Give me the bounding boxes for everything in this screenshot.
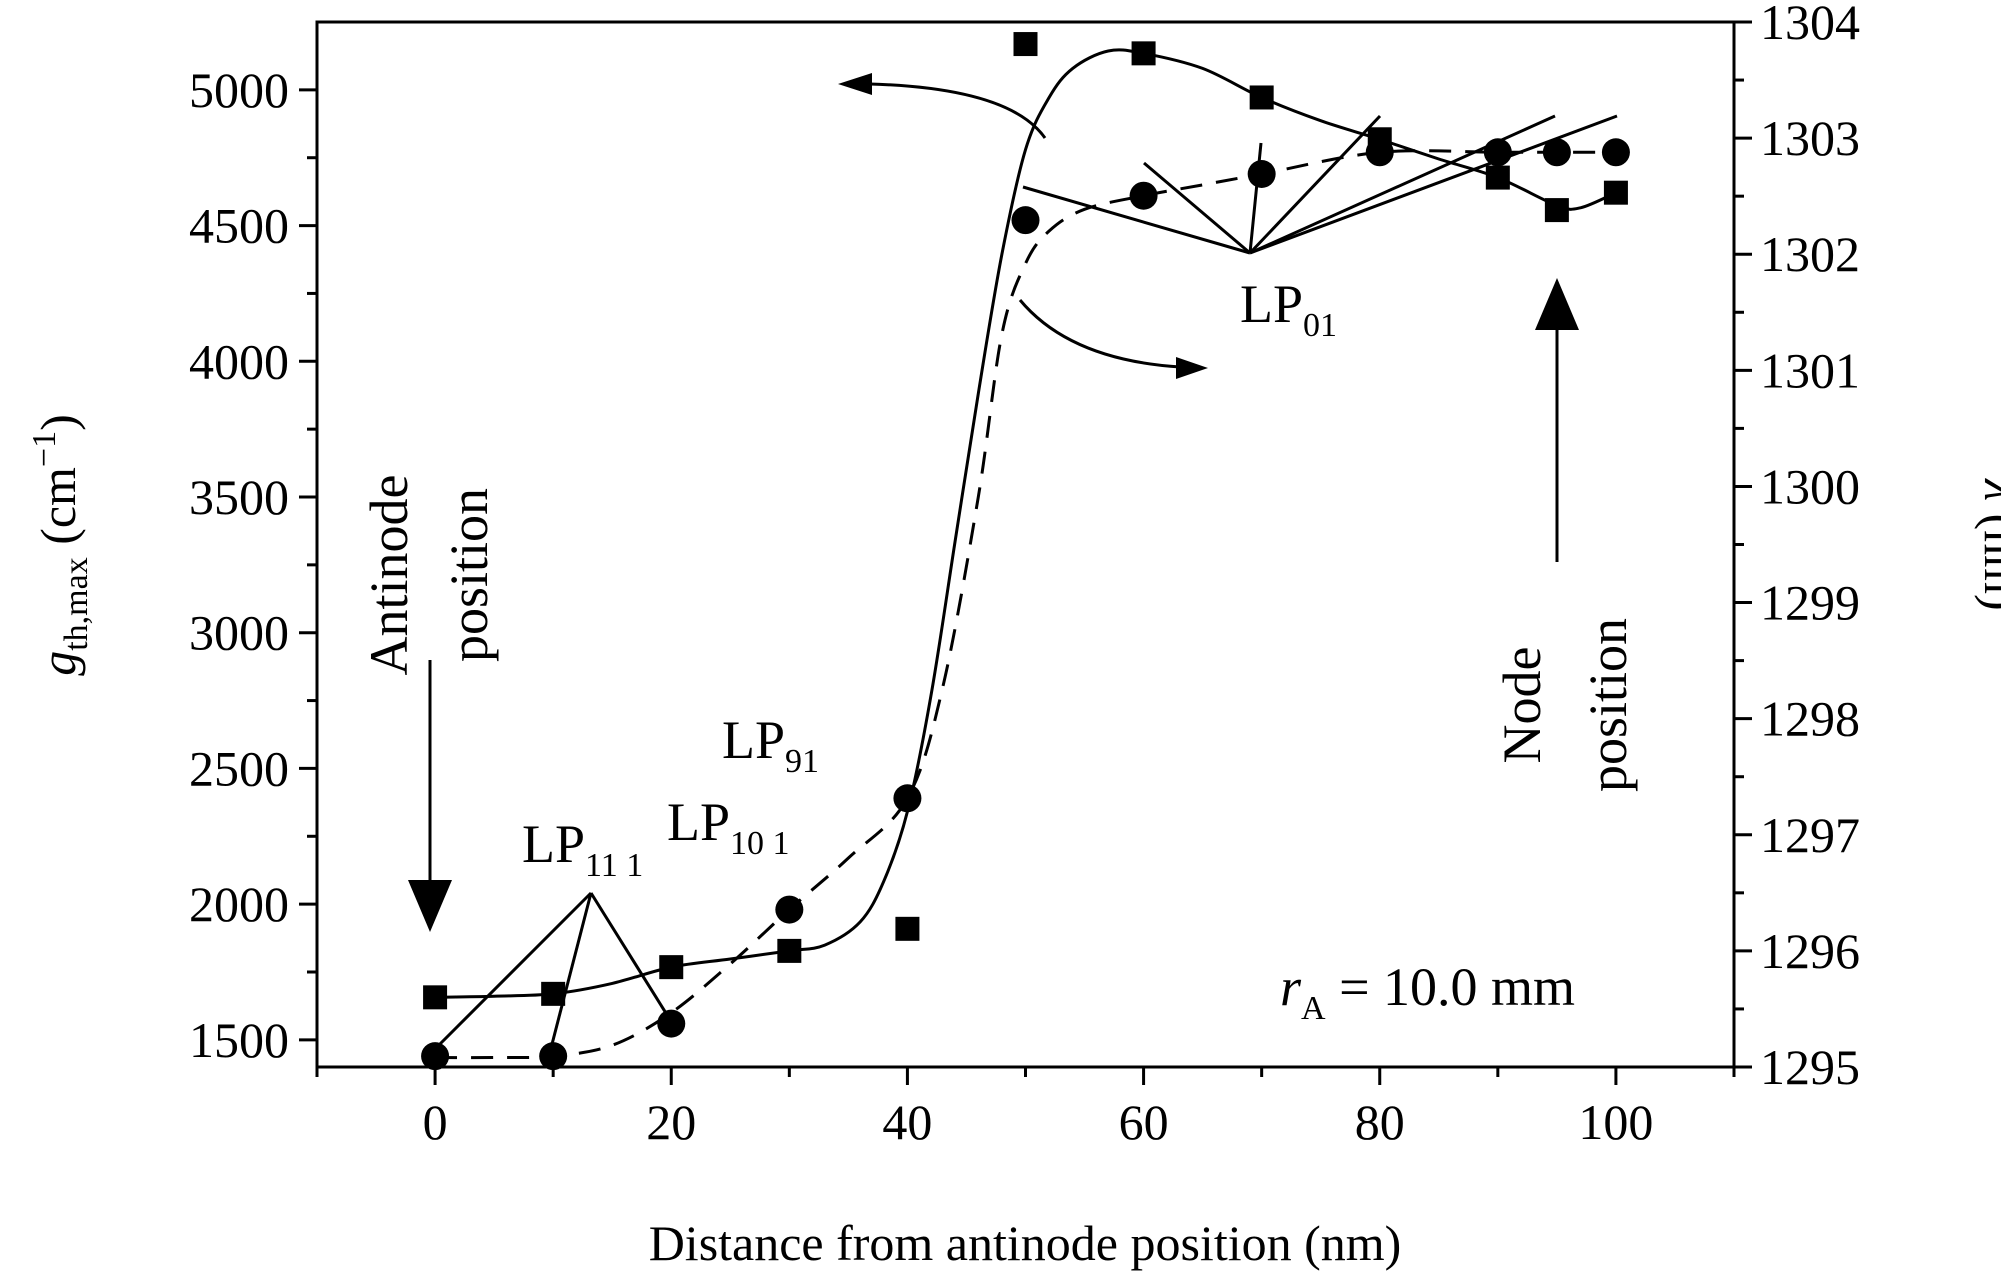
gth-curve <box>435 149 1616 1060</box>
gth-point <box>1129 181 1158 210</box>
y-left-tick-label: 1500 <box>189 1012 289 1068</box>
gth-point <box>1011 206 1040 235</box>
antinode-label: Antinode position <box>359 475 499 676</box>
lambda-point <box>1013 32 1038 57</box>
antinode-arrowhead <box>408 880 452 932</box>
lambda-point <box>659 955 684 980</box>
svg-text:λ (nm): λ (nm) <box>1974 477 2001 610</box>
x-tick-label: 80 <box>1355 1094 1405 1150</box>
y-right-tick-label: 1302 <box>1760 226 1860 282</box>
y-left-symbol: g <box>30 651 86 676</box>
plot-frame <box>315 20 1736 1069</box>
y-left-tick-label: 3000 <box>189 605 289 661</box>
x-tick-label: 60 <box>1119 1094 1169 1150</box>
lp01-label: LP01 <box>1240 274 1337 344</box>
ra-label: rA = 10.0 mm <box>1280 957 1575 1027</box>
lambda-point <box>1544 198 1569 223</box>
y-left-tick-label: 4500 <box>189 198 289 254</box>
lp91-label: LP91 <box>722 710 819 780</box>
y-axis-right-title: λ (nm) <box>1974 477 2001 610</box>
antinode-line2: position <box>439 488 499 662</box>
gth-point <box>421 1042 450 1071</box>
gth-point <box>657 1009 686 1038</box>
right-axis-arrowhead <box>1176 357 1208 379</box>
lp01-leaders <box>1022 114 1618 255</box>
y-left-tick-label: 2000 <box>189 876 289 932</box>
y-left-subscript: th,max <box>58 557 95 650</box>
svg-text:gth,max (cm−1): gth,max (cm−1) <box>26 414 95 676</box>
tick-labels: 0 20 40 60 80 100 1500 2000 2500 3000 3500 4000 4500… <box>189 0 1860 1150</box>
lp101-label: LP10 1 <box>667 792 790 862</box>
node-arrowhead <box>1535 278 1579 330</box>
y-left-tick-label: 3500 <box>189 469 289 525</box>
ticks <box>299 20 1752 1085</box>
y-left-unit-close: ) <box>30 414 86 431</box>
gth-point <box>775 895 804 924</box>
gth-point <box>539 1042 568 1071</box>
lambda-point <box>777 938 802 963</box>
y-right-unit: (nm) <box>1974 513 2001 610</box>
left-axis-arrowhead <box>838 73 872 95</box>
node-line2: position <box>1578 618 1638 792</box>
x-tick-label: 40 <box>882 1094 932 1150</box>
node-line1: Node <box>1492 647 1552 764</box>
lambda-point <box>1249 85 1274 110</box>
antinode-line1: Antinode <box>359 475 419 676</box>
y-axis-left-title: gth,max (cm−1) <box>26 414 95 676</box>
y-right-tick-label: 1303 <box>1760 110 1860 166</box>
y-right-tick-label: 1300 <box>1760 458 1860 514</box>
gth-point <box>1542 138 1571 167</box>
x-axis-title: Distance from antinode position (nm) <box>649 1215 1402 1271</box>
y-right-tick-label: 1299 <box>1760 575 1860 631</box>
lambda-point <box>1603 180 1628 205</box>
lambda-point <box>895 916 920 941</box>
right-axis-arrow <box>1018 299 1181 369</box>
lambda-point <box>541 981 566 1006</box>
lp11-label: LP11 1 <box>522 814 643 884</box>
y-left-unit-sup: −1 <box>26 431 63 467</box>
lp11-leaders <box>430 891 671 1054</box>
lambda-point <box>1131 41 1156 66</box>
y-right-tick-label: 1301 <box>1760 342 1860 398</box>
curves <box>435 48 1617 1060</box>
y-left-tick-label: 4000 <box>189 333 289 389</box>
y-right-tick-label: 1304 <box>1760 0 1860 50</box>
y-left-tick-label: 2500 <box>189 740 289 796</box>
node-label: Node position <box>1492 618 1638 792</box>
x-tick-label: 20 <box>646 1094 696 1150</box>
y-right-tick-label: 1298 <box>1760 691 1860 747</box>
y-right-tick-label: 1297 <box>1760 807 1860 863</box>
lambda-point <box>423 985 448 1010</box>
x-tick-label: 100 <box>1578 1094 1653 1150</box>
left-axis-arrow <box>869 82 1047 139</box>
y-right-tick-label: 1296 <box>1760 923 1860 979</box>
x-tick-label: 0 <box>423 1094 448 1150</box>
lambda-point <box>1367 127 1392 152</box>
y-right-symbol: λ <box>1974 477 2001 501</box>
y-right-tick-label: 1295 <box>1760 1039 1860 1095</box>
gth-point <box>1247 160 1276 188</box>
y-left-tick-label: 5000 <box>189 62 289 118</box>
y-left-unit: (cm <box>30 467 86 545</box>
gth-point <box>1601 138 1630 167</box>
markers <box>421 32 1630 1071</box>
gth-point <box>893 784 922 813</box>
lambda-point <box>1485 165 1510 190</box>
